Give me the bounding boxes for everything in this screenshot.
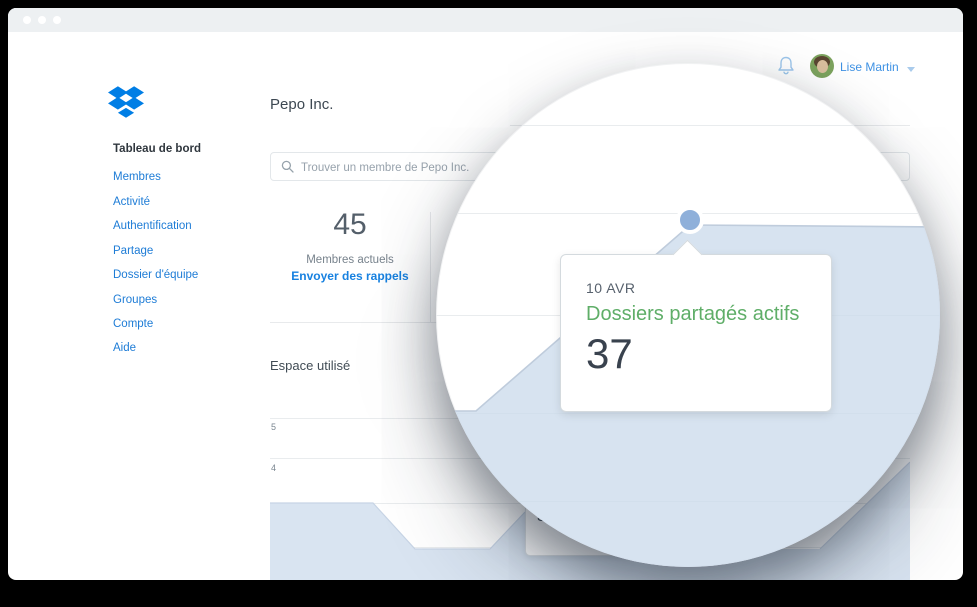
stats-vertical-divider — [430, 212, 431, 322]
y-axis-tick: 5 — [271, 422, 277, 432]
usage-section-title: Espace utilisé — [270, 358, 351, 373]
dropbox-logo-icon[interactable] — [108, 86, 144, 123]
user-avatar[interactable] — [810, 54, 834, 78]
notifications-bell-icon[interactable] — [777, 55, 795, 81]
sidebar-item-authentification[interactable]: Authentification — [113, 220, 192, 232]
window-control-dot[interactable] — [23, 15, 31, 24]
app-window: Tableau de bord Membres Activité Authent… — [8, 8, 963, 580]
sidebar-item-partage[interactable]: Partage — [113, 245, 154, 257]
window-control-dot[interactable] — [38, 15, 46, 24]
sidebar-item-compte[interactable]: Compte — [113, 318, 154, 330]
sidebar-item-activite[interactable]: Activité — [113, 196, 151, 208]
sidebar-item-tableau-de-bord[interactable]: Tableau de bord — [113, 143, 201, 155]
magnifier-circle: 10 AVR Dossiers partagés actifs 37 — [436, 63, 940, 567]
members-label: Membres actuels — [306, 254, 394, 266]
y-axis-tick: 4 — [271, 463, 277, 473]
user-menu[interactable]: Lise Martin — [840, 60, 899, 74]
send-reminders-link[interactable]: Envoyer des rappels — [291, 269, 409, 283]
data-point-dot — [676, 206, 704, 234]
page-title: Pepo Inc. — [270, 96, 334, 113]
magnified-tooltip: 10 AVR Dossiers partagés actifs 37 — [560, 239, 832, 412]
gridline — [436, 125, 940, 126]
sidebar-item-membres[interactable]: Membres — [113, 171, 161, 183]
chevron-down-icon — [907, 67, 915, 72]
sidebar-item-dossier-equipe[interactable]: Dossier d'équipe — [113, 269, 199, 281]
sidebar-item-groupes[interactable]: Groupes — [113, 294, 158, 306]
members-stat: 45 Membres actuels Envoyer des rappels — [270, 208, 430, 283]
tooltip-metric: Dossiers partagés actifs — [586, 303, 800, 325]
tooltip-date: 10 AVR — [586, 280, 636, 296]
search-icon — [281, 160, 294, 178]
members-count: 45 — [333, 208, 367, 241]
sidebar-item-aide[interactable]: Aide — [113, 342, 137, 354]
avatar-face — [816, 60, 828, 73]
window-control-dot[interactable] — [53, 15, 61, 24]
tooltip-value: 37 — [586, 330, 633, 377]
window-titlebar — [8, 8, 963, 32]
